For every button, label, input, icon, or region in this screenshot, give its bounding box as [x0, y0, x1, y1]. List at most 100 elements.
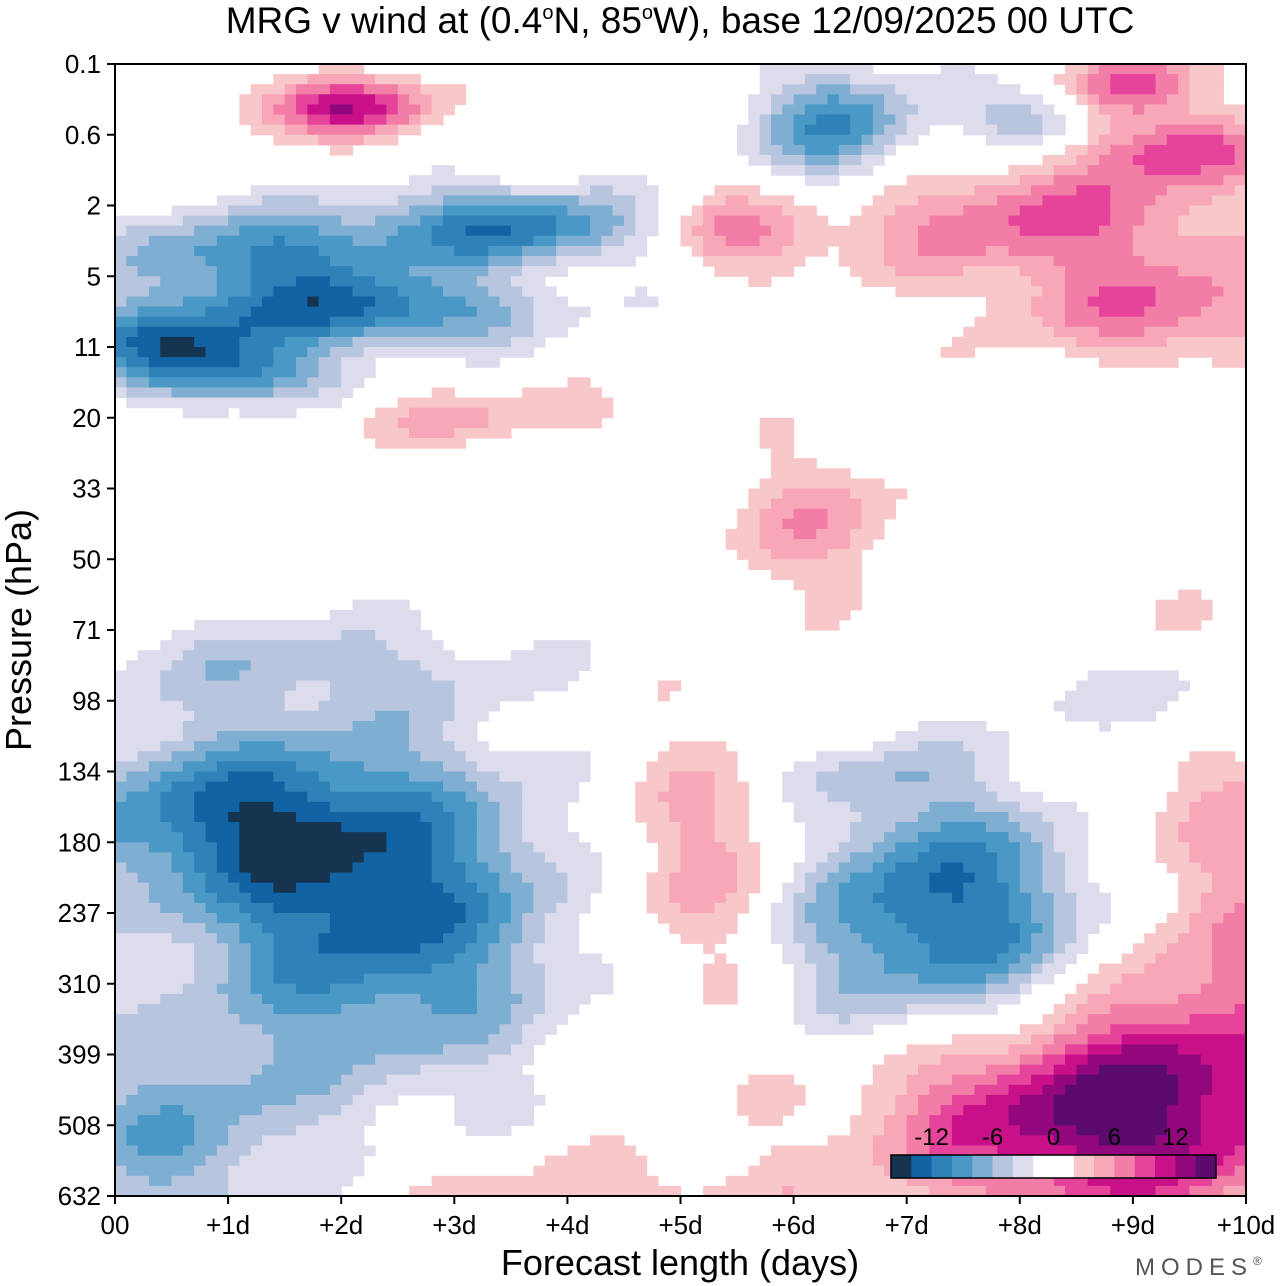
contour-cell [454, 811, 478, 823]
contour-cell [510, 316, 535, 328]
contour-cell [861, 205, 896, 217]
contour-cell [115, 367, 127, 378]
contour-cell [1008, 882, 1021, 894]
contour-cell [488, 902, 512, 914]
contour-cell [194, 801, 241, 813]
contour-cell [1223, 1155, 1246, 1167]
contour-cell [804, 175, 840, 186]
contour-cell [454, 1105, 535, 1116]
contour-cell [770, 468, 851, 479]
contour-cell [691, 205, 704, 217]
contour-cell [1178, 84, 1191, 95]
contour-cell [1178, 872, 1213, 884]
contour-cell [703, 1185, 783, 1196]
contour-cell [1144, 306, 1202, 318]
contour-cell [488, 326, 535, 338]
contour-cell [884, 245, 919, 257]
contour-cell [228, 1165, 365, 1177]
contour-cell [1065, 852, 1089, 864]
contour-cell [431, 165, 455, 176]
contour-cell [770, 165, 806, 176]
contour-cell [499, 933, 523, 944]
contour-cell [861, 811, 919, 823]
contour-cell [307, 114, 331, 126]
contour-cell [273, 963, 433, 975]
contour-cell [250, 84, 286, 95]
contour-cell [250, 306, 365, 318]
contour-cell [793, 963, 817, 975]
contour-cell [273, 953, 455, 965]
contour-cell [522, 832, 580, 843]
contour-cell [499, 882, 535, 894]
contour-cell [657, 842, 682, 853]
contour-cell [714, 832, 749, 843]
contour-cell [137, 347, 161, 358]
contour-cell [1065, 286, 1100, 298]
contour-cell [1144, 215, 1179, 227]
contour-cell [488, 892, 512, 904]
contour-cell [1178, 771, 1246, 783]
contour-cell [126, 1125, 195, 1136]
contour-cell [1155, 74, 1179, 85]
contour-cell [329, 983, 478, 995]
contour-cell [250, 1074, 342, 1086]
contour-cell [985, 245, 1010, 257]
contour-cell [239, 842, 388, 853]
contour-cell [940, 862, 964, 874]
contour-cell [465, 862, 489, 874]
contour-cell [759, 124, 772, 136]
contour-cell [171, 205, 229, 217]
contour-cell [533, 902, 557, 914]
contour-cell [329, 680, 455, 692]
contour-cell [182, 650, 399, 661]
contour-cell [544, 913, 580, 924]
y-tick-label: 11 [74, 332, 101, 362]
contour-cell [1019, 1094, 1055, 1106]
contour-cell [194, 1115, 241, 1126]
contour-cell [284, 741, 410, 752]
contour-cell [160, 902, 207, 914]
contour-cell [420, 1064, 523, 1076]
contour-cell [1076, 902, 1111, 914]
contour-cell [386, 235, 433, 247]
contour-cell [228, 963, 252, 975]
contour-cell [974, 185, 1032, 196]
contour-cell [126, 862, 173, 874]
contour-cell [465, 1125, 512, 1136]
contour-cell [454, 741, 489, 752]
contour-cell [476, 993, 523, 1005]
contour-cell [1076, 1003, 1111, 1015]
contour-cell [115, 1024, 263, 1035]
contour-cell [148, 842, 184, 853]
y-axis: 0.1 0.6 2 5 11 20 33 50 71 98 134 180 237 310 399 508 63… [58, 49, 115, 1211]
contour-cell [567, 882, 602, 894]
contour-cell [307, 377, 342, 389]
contour-cell [295, 761, 365, 773]
contour-cell [171, 862, 195, 874]
y-tick-label: 399 [58, 1040, 101, 1070]
contour-cell [940, 1054, 1021, 1066]
contour-cell [850, 801, 930, 813]
contour-cell [1076, 84, 1089, 95]
contour-cell [115, 306, 139, 318]
contour-cell [1155, 1185, 1191, 1196]
y-tick-label: 0.1 [65, 49, 101, 79]
contour-cell [793, 902, 806, 914]
contour-cell [420, 215, 444, 227]
contour-cell [499, 801, 523, 813]
contour-cell [1031, 1034, 1055, 1045]
contour-cell [295, 1125, 365, 1136]
contour-cell [533, 953, 602, 965]
contour-cell [1098, 94, 1168, 106]
contour-cell [1019, 842, 1044, 853]
contour-cell [1200, 862, 1246, 874]
contour-cell [759, 74, 806, 85]
contour-cell [431, 832, 455, 843]
contour-cell [748, 94, 772, 106]
contour-cell [1065, 306, 1100, 318]
contour-cell [816, 963, 840, 975]
contour-cell [126, 367, 150, 378]
contour-cell [804, 165, 840, 176]
contour-cell [160, 336, 195, 348]
contour-cell [182, 832, 207, 843]
